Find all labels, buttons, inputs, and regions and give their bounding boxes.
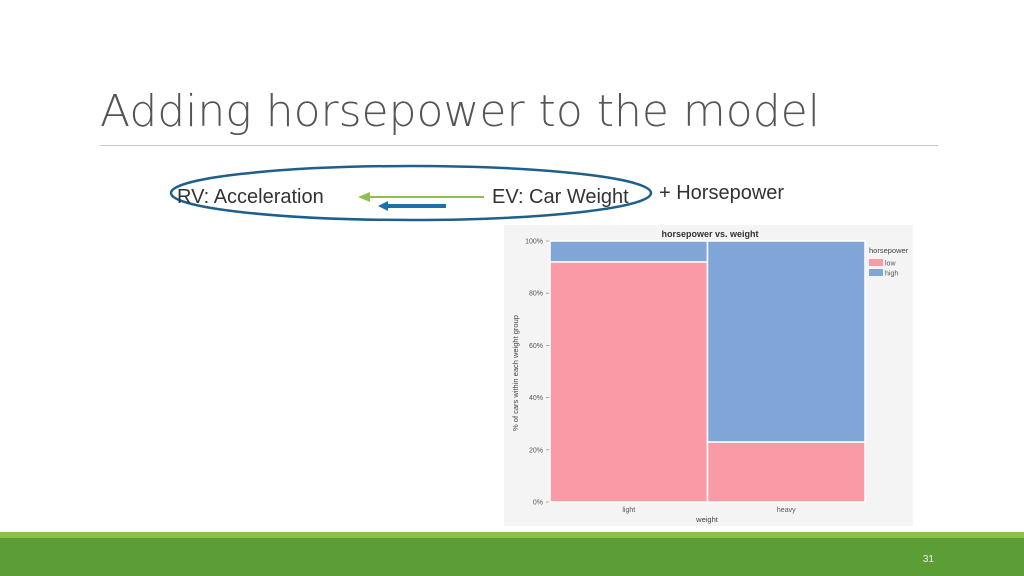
y-tick-label: 20% [529,447,543,454]
rv-label: RV: Acceleration [177,186,324,208]
bar-segment-high-heavy [706,240,866,443]
bar-segment-low-heavy [706,441,866,503]
y-tick-label: 60% [529,343,543,350]
legend-label-high: high [885,271,898,278]
legend-swatch-low [869,259,883,266]
bar-segment-low-light [549,261,709,503]
footer-bar [0,538,1024,576]
chart-svg: horsepower vs. weight % of cars within e… [511,229,909,524]
ev-label: EV: Car Weight [492,186,629,208]
y-tick-label: 0% [533,500,543,507]
x-tick-label: heavy [777,507,796,514]
bar-segment-high-light [549,240,709,263]
chart-xlabel: weight [695,515,719,524]
green-arrow-head [358,192,370,202]
legend-label-low: low [885,261,896,268]
y-tick-label: 80% [529,291,543,298]
chart-legend: low high [869,259,898,278]
mosaic-chart: horsepower vs. weight % of cars within e… [504,225,913,526]
y-tick-label: 40% [529,395,543,402]
footer-accent-strip [0,532,1024,538]
title-divider [100,145,938,146]
page-number: 31 [922,554,934,565]
blue-arrow-head [378,201,388,211]
y-tick-label: 100% [525,239,543,246]
chart-title: horsepower vs. weight [661,229,758,239]
legend-title: horsepower [869,246,909,255]
legend-swatch-high [869,269,883,276]
x-tick-label: light [622,507,635,514]
chart-plot-area: 0% 20% 40% 60% 80% 100% light heavy [525,239,866,514]
chart-ylabel: % of cars within each weight group [511,315,520,431]
added-variable-label: + Horsepower [659,182,785,204]
slide-title: Adding horsepower to the model [100,86,820,137]
